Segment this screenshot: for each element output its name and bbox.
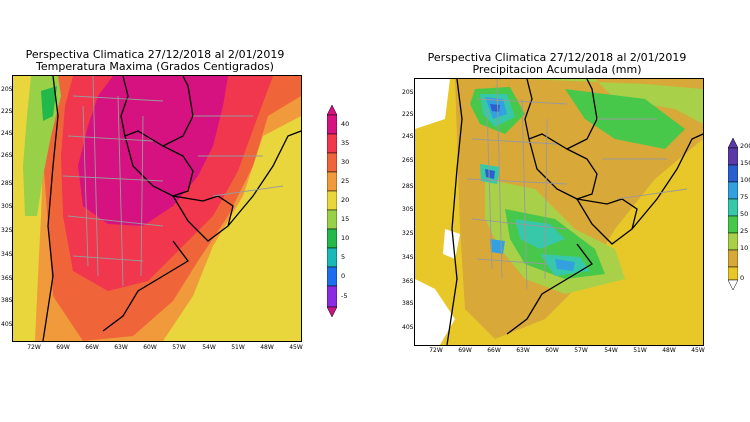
colorbar-label: 0 [740,274,745,282]
lon-tick: 54W [202,344,216,351]
lon-tick: 48W [260,344,274,351]
lat-tick: 20S [402,89,414,96]
lat-tick: 20S [1,86,13,93]
colorbar-label: 35 [341,139,350,147]
lat-tick: 38S [402,300,414,307]
lon-tick: 45W [289,344,303,351]
lon-tick: 69W [56,344,70,351]
colorbar-label: 100 [740,176,750,184]
lon-tick: 60W [545,347,559,354]
precipitation-title-line1: Perspectiva Climatica 27/12/2018 al 2/01… [427,51,687,64]
lat-tick: 32S [1,227,13,234]
colorbar-label: 75 [740,193,749,201]
lat-tick: 28S [1,180,13,187]
lat-tick: 34S [402,254,414,261]
lat-tick: 30S [1,203,13,210]
lon-tick: 63W [114,344,128,351]
lat-tick: 30S [402,206,414,213]
lon-tick: 60W [143,344,157,351]
lat-tick: 34S [1,251,13,258]
lat-tick: 22S [402,111,414,118]
lat-tick: 28S [402,183,414,190]
colorbar-label: 25 [740,227,749,235]
lat-tick: 36S [1,275,13,282]
lon-tick: 66W [85,344,99,351]
lon-tick: 63W [516,347,530,354]
colorbar-label: 0 [341,272,346,280]
colorbar-label: 30 [341,158,350,166]
lat-tick: 38S [1,297,13,304]
colorbar-label: 150 [740,159,750,167]
colorbar-label: 5 [341,253,346,261]
lon-tick: 66W [487,347,501,354]
lat-tick: 22S [1,108,13,115]
lat-tick: 36S [402,278,414,285]
colorbar-label: 40 [341,120,350,128]
lon-tick: 57W [172,344,186,351]
lon-tick: 54W [604,347,618,354]
lon-tick: 72W [429,347,443,354]
lon-tick: 48W [662,347,676,354]
lat-tick: 40S [1,321,13,328]
precipitation-colorbar [728,138,738,290]
colorbar-label: -5 [341,292,348,300]
lon-tick: 69W [458,347,472,354]
lat-tick: 26S [402,157,414,164]
lon-tick: 51W [633,347,647,354]
lon-tick: 45W [691,347,705,354]
lat-tick: 32S [402,230,414,237]
lon-tick: 72W [27,344,41,351]
temperature-title-line2: Temperatura Maxima (Grados Centigrados) [36,60,274,73]
colorbar-label: 15 [341,215,350,223]
colorbar-label: 25 [341,177,350,185]
lat-tick: 40S [402,324,414,331]
precipitation-title-line2: Precipitacion Acumulada (mm) [472,63,642,76]
temperature-colorbar [327,105,337,317]
colorbar-label: 10 [341,234,350,242]
colorbar-label: 20 [341,196,350,204]
precipitation-map [414,78,704,346]
lat-tick: 24S [1,130,13,137]
temperature-map [12,75,302,342]
lon-tick: 51W [231,344,245,351]
colorbar-label: 10 [740,244,749,252]
lon-tick: 57W [574,347,588,354]
lat-tick: 24S [402,133,414,140]
lat-tick: 26S [1,152,13,159]
colorbar-label: 200 [740,142,750,150]
colorbar-label: 50 [740,210,749,218]
temperature-title-line1: Perspectiva Climatica 27/12/2018 al 2/01… [25,48,285,61]
